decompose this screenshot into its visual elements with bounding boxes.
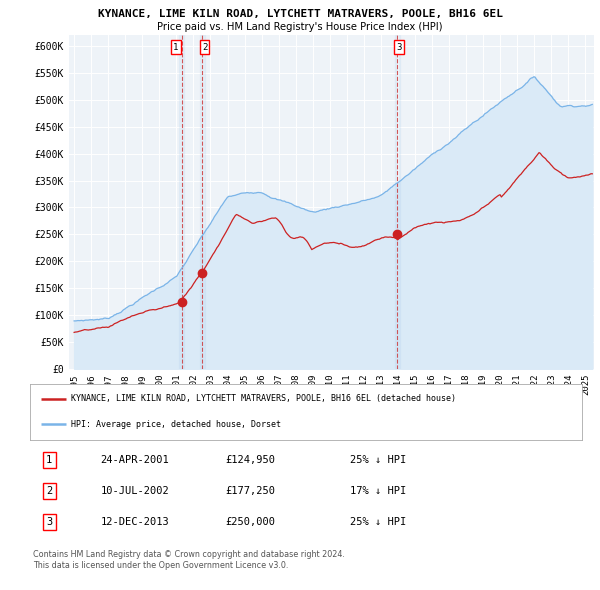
Text: This data is licensed under the Open Government Licence v3.0.: This data is licensed under the Open Gov…: [33, 560, 289, 569]
Text: 25% ↓ HPI: 25% ↓ HPI: [350, 517, 406, 527]
Text: 12-DEC-2013: 12-DEC-2013: [101, 517, 169, 527]
Text: KYNANCE, LIME KILN ROAD, LYTCHETT MATRAVERS, POOLE, BH16 6EL: KYNANCE, LIME KILN ROAD, LYTCHETT MATRAV…: [97, 9, 503, 19]
Text: Contains HM Land Registry data © Crown copyright and database right 2024.: Contains HM Land Registry data © Crown c…: [33, 550, 345, 559]
Text: 24-APR-2001: 24-APR-2001: [101, 455, 169, 465]
Text: £250,000: £250,000: [226, 517, 276, 527]
Text: £124,950: £124,950: [226, 455, 276, 465]
Text: 1: 1: [46, 455, 52, 465]
Text: 17% ↓ HPI: 17% ↓ HPI: [350, 486, 406, 496]
Text: HPI: Average price, detached house, Dorset: HPI: Average price, detached house, Dors…: [71, 420, 281, 429]
Text: KYNANCE, LIME KILN ROAD, LYTCHETT MATRAVERS, POOLE, BH16 6EL (detached house): KYNANCE, LIME KILN ROAD, LYTCHETT MATRAV…: [71, 394, 457, 403]
Text: 3: 3: [397, 42, 402, 52]
Bar: [200, 35, 205, 369]
Text: 2: 2: [46, 486, 52, 496]
Text: 10-JUL-2002: 10-JUL-2002: [101, 486, 169, 496]
Bar: [395, 35, 400, 369]
Text: 3: 3: [46, 517, 52, 527]
Text: Price paid vs. HM Land Registry's House Price Index (HPI): Price paid vs. HM Land Registry's House …: [157, 22, 443, 32]
Text: 1: 1: [173, 42, 178, 52]
Text: 2: 2: [202, 42, 207, 52]
Text: 25% ↓ HPI: 25% ↓ HPI: [350, 455, 406, 465]
Bar: [179, 35, 184, 369]
Text: £177,250: £177,250: [226, 486, 276, 496]
